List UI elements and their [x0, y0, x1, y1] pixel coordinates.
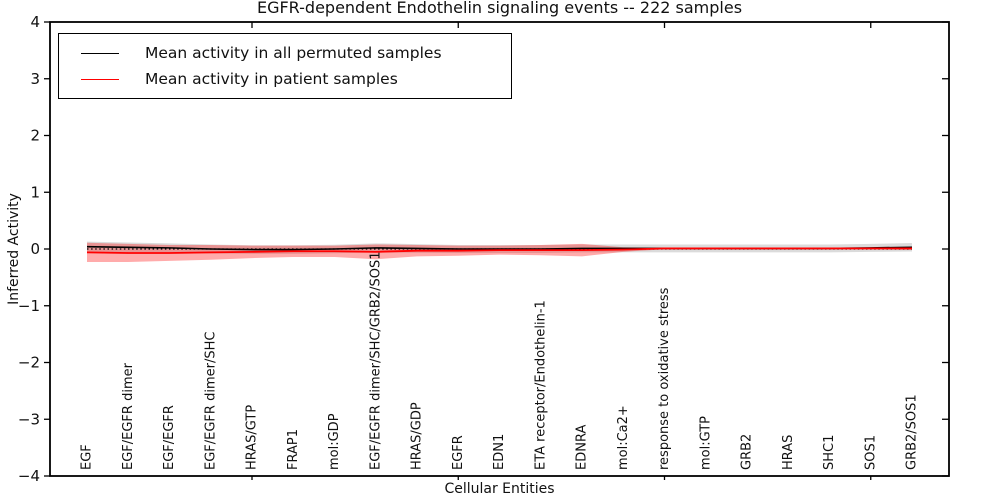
- chart-title: EGFR-dependent Endothelin signaling even…: [256, 0, 743, 17]
- plot-frame: [49, 21, 950, 477]
- x-category-label: HRAS/GTP: [245, 405, 260, 470]
- x-category-label: EDNRA: [575, 425, 590, 470]
- y-tick-label: 1: [30, 183, 40, 201]
- y-tick-label: −1: [18, 297, 40, 315]
- legend-item: Mean activity in patient samples: [67, 70, 503, 88]
- y-axis-label: Inferred Activity: [6, 193, 22, 305]
- x-category-label: HRAS: [781, 435, 796, 470]
- y-tick-label: −2: [18, 354, 40, 372]
- x-category-label: GRB2: [740, 434, 755, 470]
- x-category-label: EGFR: [451, 435, 466, 470]
- legend-item: Mean activity in all permuted samples: [67, 44, 503, 62]
- patient-mean-line: [86, 247, 912, 254]
- x-category-label: mol:GDP: [327, 413, 342, 470]
- legend-line-swatch-patient: [81, 78, 119, 80]
- x-category-label: EGF: [80, 444, 95, 470]
- x-category-label: mol:Ca2+: [616, 405, 631, 470]
- x-category-label: GRB2/SOS1: [905, 394, 920, 470]
- y-tick-label: 0: [30, 240, 40, 258]
- x-category-label: FRAP1: [286, 429, 301, 470]
- x-category-label: SOS1: [863, 435, 878, 470]
- legend-label: Mean activity in patient samples: [145, 70, 398, 88]
- y-tick-label: 4: [30, 13, 40, 31]
- x-category-label: EGF/EGFR: [162, 405, 177, 470]
- legend: Mean activity in all permuted samples Me…: [58, 33, 512, 99]
- legend-line-swatch-permuted: [81, 52, 119, 54]
- y-tick-label: −4: [18, 467, 40, 485]
- x-category-label: response to oxidative stress: [657, 287, 672, 470]
- x-axis-label: Cellular Entities: [444, 481, 555, 497]
- x-category-label: EDN1: [492, 434, 507, 470]
- x-category-label: ETA receptor/Endothelin-1: [533, 300, 548, 470]
- y-tick-label: 2: [30, 127, 40, 145]
- x-category-label: EGF/EGFR dimer/SHC: [203, 332, 218, 470]
- y-tick-label: −3: [18, 410, 40, 428]
- x-category-label: EGF/EGFR dimer: [121, 362, 136, 470]
- x-category-label: SHC1: [822, 435, 837, 470]
- x-category-label: EGF/EGFR dimer/SHC/GRB2/SOS1: [368, 252, 383, 471]
- x-category-label: HRAS/GDP: [410, 402, 425, 470]
- x-category-label: mol:GTP: [698, 416, 713, 470]
- legend-label: Mean activity in all permuted samples: [145, 44, 442, 62]
- y-tick-label: 3: [30, 70, 40, 88]
